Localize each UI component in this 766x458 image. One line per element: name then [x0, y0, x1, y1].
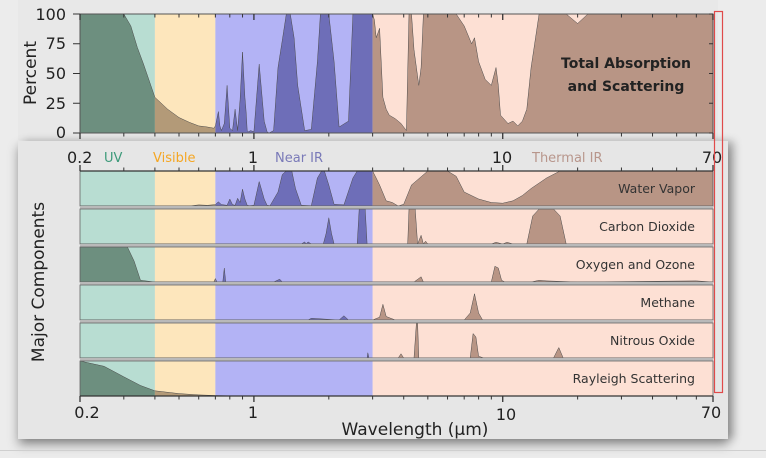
- nitrous-oxide-fill: [372, 323, 713, 358]
- band-visible: [154, 285, 216, 320]
- divider: [0, 450, 766, 451]
- annotation-line-1: Total Absorption: [561, 56, 691, 72]
- oxygen-and-ozone-fill: [372, 265, 713, 282]
- x-axis-title: Wavelength (µm): [342, 420, 489, 440]
- mid-tick-70: 70: [702, 148, 722, 167]
- row-label-oxygen-ozone: Oxygen and Ozone: [576, 257, 696, 272]
- bottom-axis-ticks: [79, 165, 714, 402]
- band-thermal-ir: [372, 247, 713, 282]
- row-label-nitrous-oxide: Nitrous Oxide: [610, 333, 695, 348]
- component-rows: [79, 170, 714, 397]
- band-uv: [80, 171, 155, 206]
- mid-tick-0.2: 0.2: [67, 148, 92, 167]
- methane-fill: [372, 293, 713, 320]
- row-rayleigh-scattering: [79, 360, 714, 397]
- row-water-vapor: [79, 170, 714, 209]
- top-y-axis-title: Percent: [21, 41, 41, 105]
- band-label-thermal-ir: Thermal IR: [531, 151, 603, 166]
- selection-highlight: [713, 10, 724, 394]
- rayleigh-scattering-fill: [80, 361, 155, 396]
- row-label-water-vapor: Water Vapor: [618, 181, 696, 196]
- row-methane: [79, 284, 714, 323]
- band-uv: [80, 323, 155, 358]
- band-near-ir: [215, 361, 373, 396]
- row-label-carbon-dioxide: Carbon Dioxide: [599, 219, 695, 234]
- band-thermal-ir: [372, 285, 713, 320]
- total-absorption-fill: [80, 14, 155, 133]
- band-visible: [154, 361, 216, 396]
- carbon-dioxide-fill: [372, 209, 713, 244]
- bottom-tick-1: 1: [248, 403, 258, 422]
- band-near-ir: [215, 285, 373, 320]
- bottom-tick-10: 10: [496, 405, 516, 424]
- band-near-ir: [215, 323, 373, 358]
- band-label-visible: Visible: [153, 151, 195, 166]
- oxygen-and-ozone-fill: [80, 247, 155, 282]
- y-tick-25: 25: [46, 94, 66, 113]
- total-absorption-fill: [154, 96, 216, 133]
- y-tick-0: 0: [56, 123, 66, 142]
- row-oxygen-and-ozone: [79, 246, 714, 285]
- top-axis-ticks: [73, 13, 714, 139]
- mid-tick-10: 10: [492, 148, 512, 167]
- y-tick-50: 50: [46, 64, 66, 83]
- y-tick-75: 75: [46, 34, 66, 53]
- y-tick-100: 100: [35, 5, 66, 24]
- water-vapor-fill: [215, 171, 373, 206]
- bottom-tick-70: 70: [701, 403, 721, 422]
- band-uv: [80, 209, 155, 244]
- band-visible: [154, 209, 216, 244]
- carbon-dioxide-fill: [215, 209, 373, 244]
- row-label-rayleigh-scattering: Rayleigh Scattering: [573, 371, 695, 386]
- band-thermal-ir: [372, 323, 713, 358]
- band-thermal-ir: [372, 361, 713, 396]
- band-visible: [154, 171, 216, 206]
- band-label-uv: UV: [104, 151, 123, 166]
- band-label-near-ir: Near IR: [275, 151, 323, 166]
- row-nitrous-oxide: [79, 322, 714, 361]
- band-visible: [154, 323, 216, 358]
- mid-tick-1: 1: [248, 148, 258, 167]
- rayleigh-scattering-fill: [154, 390, 216, 396]
- band-uv: [80, 285, 155, 320]
- band-visible: [154, 247, 216, 282]
- total-absorption-area: [80, 14, 713, 133]
- bottom-y-axis-title: Major Components: [29, 202, 49, 362]
- bottom-tick-0.2: 0.2: [74, 403, 99, 422]
- annotation-line-2: and Scattering: [568, 79, 685, 95]
- total-absorption-fill: [215, 14, 373, 133]
- water-vapor-fill: [372, 171, 713, 206]
- total-absorption-fill: [372, 14, 713, 133]
- row-carbon-dioxide: [79, 208, 714, 247]
- row-label-methane: Methane: [640, 295, 695, 310]
- band-near-ir: [215, 209, 373, 244]
- band-near-ir: [215, 247, 373, 282]
